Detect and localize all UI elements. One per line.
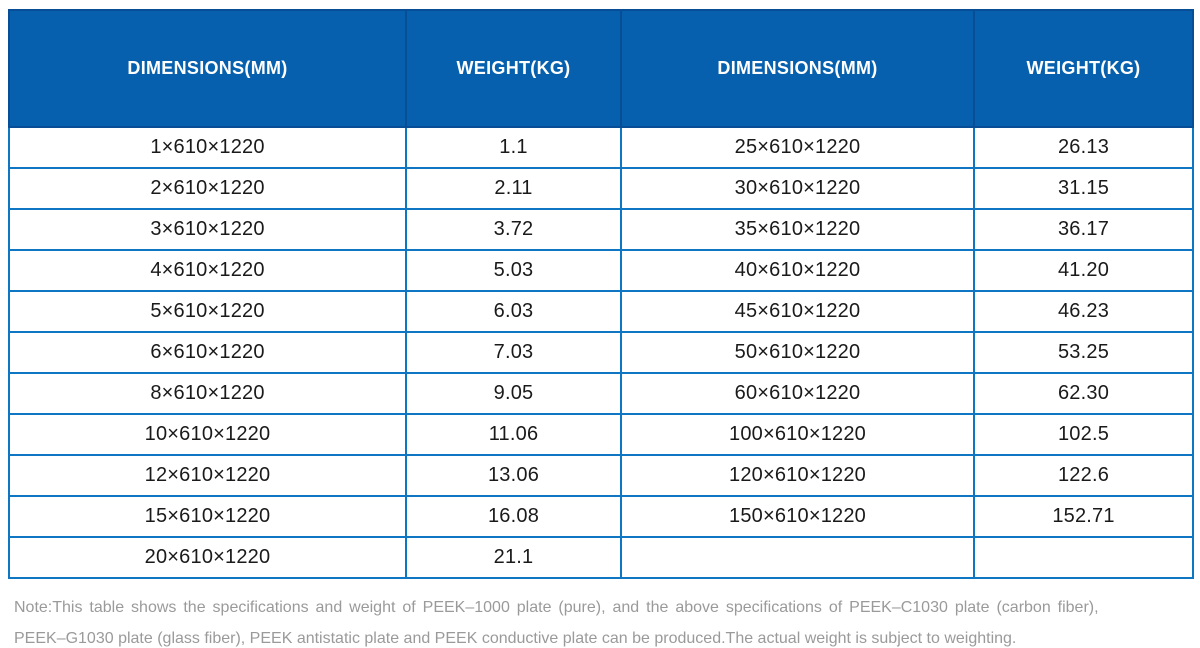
table-row: 6×610×1220 7.03 50×610×1220 53.25 xyxy=(8,331,1194,374)
dimensions-cell: 150×610×1220 xyxy=(620,495,975,538)
weight-cell: 11.06 xyxy=(405,413,622,456)
dimensions-cell: 60×610×1220 xyxy=(620,372,975,415)
dimensions-cell: 45×610×1220 xyxy=(620,290,975,333)
table-row: 1×610×1220 1.1 25×610×1220 26.13 xyxy=(8,126,1194,169)
dimensions-cell: 4×610×1220 xyxy=(8,249,407,292)
dimensions-cell: 8×610×1220 xyxy=(8,372,407,415)
weight-cell: 2.11 xyxy=(405,167,622,210)
spec-table-header: DIMENSIONS(MM) WEIGHT(KG) DIMENSIONS(MM)… xyxy=(8,9,1194,128)
footnote-line-2: PEEK–G1030 plate (glass fiber), PEEK ant… xyxy=(14,630,1017,647)
table-row: 20×610×1220 21.1 xyxy=(8,536,1194,579)
column-header-dimensions-left: DIMENSIONS(MM) xyxy=(8,9,407,128)
dimensions-cell: 6×610×1220 xyxy=(8,331,407,374)
weight-cell xyxy=(973,536,1194,579)
weight-cell: 62.30 xyxy=(973,372,1194,415)
footnote: Note:This table shows the specifications… xyxy=(14,592,1192,648)
weight-cell: 102.5 xyxy=(973,413,1194,456)
dimensions-cell: 5×610×1220 xyxy=(8,290,407,333)
table-row: 8×610×1220 9.05 60×610×1220 62.30 xyxy=(8,372,1194,415)
weight-cell: 7.03 xyxy=(405,331,622,374)
dimensions-cell xyxy=(620,536,975,579)
header-row: DIMENSIONS(MM) WEIGHT(KG) DIMENSIONS(MM)… xyxy=(8,9,1194,128)
dimensions-cell: 120×610×1220 xyxy=(620,454,975,497)
weight-cell: 41.20 xyxy=(973,249,1194,292)
dimensions-cell: 50×610×1220 xyxy=(620,331,975,374)
dimensions-cell: 25×610×1220 xyxy=(620,126,975,169)
dimensions-cell: 40×610×1220 xyxy=(620,249,975,292)
dimensions-cell: 12×610×1220 xyxy=(8,454,407,497)
weight-cell: 46.23 xyxy=(973,290,1194,333)
weight-cell: 1.1 xyxy=(405,126,622,169)
dimensions-cell: 35×610×1220 xyxy=(620,208,975,251)
weight-cell: 9.05 xyxy=(405,372,622,415)
table-row: 15×610×1220 16.08 150×610×1220 152.71 xyxy=(8,495,1194,538)
column-header-weight-right: WEIGHT(KG) xyxy=(973,9,1194,128)
table-row: 3×610×1220 3.72 35×610×1220 36.17 xyxy=(8,208,1194,251)
spec-table: DIMENSIONS(MM) WEIGHT(KG) DIMENSIONS(MM)… xyxy=(8,9,1194,579)
weight-cell: 3.72 xyxy=(405,208,622,251)
dimensions-cell: 10×610×1220 xyxy=(8,413,407,456)
column-header-weight-left: WEIGHT(KG) xyxy=(405,9,622,128)
dimensions-cell: 20×610×1220 xyxy=(8,536,407,579)
weight-cell: 152.71 xyxy=(973,495,1194,538)
table-row: 10×610×1220 11.06 100×610×1220 102.5 xyxy=(8,413,1194,456)
weight-cell: 21.1 xyxy=(405,536,622,579)
weight-cell: 26.13 xyxy=(973,126,1194,169)
weight-cell: 5.03 xyxy=(405,249,622,292)
dimensions-cell: 100×610×1220 xyxy=(620,413,975,456)
weight-cell: 36.17 xyxy=(973,208,1194,251)
weight-cell: 6.03 xyxy=(405,290,622,333)
column-header-dimensions-right: DIMENSIONS(MM) xyxy=(620,9,975,128)
dimensions-cell: 3×610×1220 xyxy=(8,208,407,251)
table-row: 4×610×1220 5.03 40×610×1220 41.20 xyxy=(8,249,1194,292)
table-row: 5×610×1220 6.03 45×610×1220 46.23 xyxy=(8,290,1194,333)
dimensions-cell: 2×610×1220 xyxy=(8,167,407,210)
table-row: 2×610×1220 2.11 30×610×1220 31.15 xyxy=(8,167,1194,210)
dimensions-cell: 15×610×1220 xyxy=(8,495,407,538)
weight-cell: 31.15 xyxy=(973,167,1194,210)
dimensions-cell: 1×610×1220 xyxy=(8,126,407,169)
footnote-line-1: Note:This table shows the specifications… xyxy=(14,599,1099,616)
weight-cell: 16.08 xyxy=(405,495,622,538)
weight-cell: 122.6 xyxy=(973,454,1194,497)
table-row: 12×610×1220 13.06 120×610×1220 122.6 xyxy=(8,454,1194,497)
spec-table-body: 1×610×1220 1.1 25×610×1220 26.13 2×610×1220 2… xyxy=(8,126,1194,579)
weight-cell: 53.25 xyxy=(973,331,1194,374)
dimensions-cell: 30×610×1220 xyxy=(620,167,975,210)
weight-cell: 13.06 xyxy=(405,454,622,497)
